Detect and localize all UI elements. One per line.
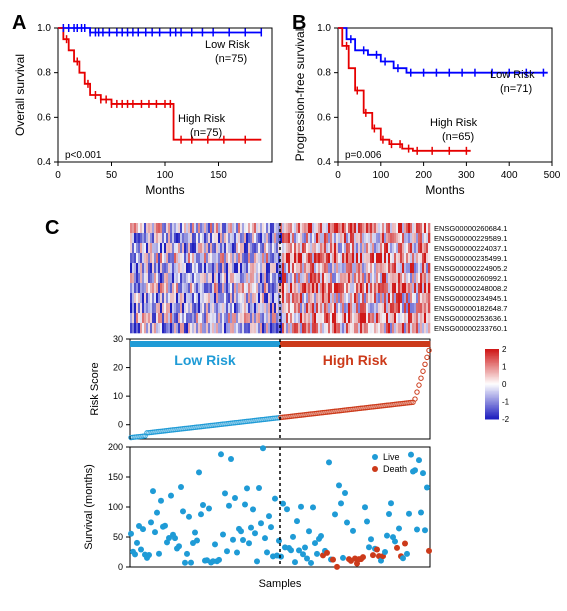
svg-text:(n=65): (n=65): [442, 131, 474, 143]
svg-text:0: 0: [502, 380, 507, 389]
svg-text:300: 300: [458, 170, 475, 181]
svg-text:100: 100: [108, 502, 123, 512]
panel-a: A 0 50 100 150 0.4 0.6 0.8 1.0 Months Overall sur…: [10, 10, 280, 200]
panel-b-label: B: [292, 12, 306, 35]
svg-text:Risk Score: Risk Score: [89, 362, 101, 415]
svg-text:0.4: 0.4: [317, 157, 331, 168]
panel-c-svg: ENSG00000260684.1ENSG00000229589.1ENSG00…: [60, 215, 560, 595]
panel-c: C ENSG00000260684.1ENSG00000229589.1ENSG…: [60, 215, 557, 595]
svg-text:ENSG00000233760.1: ENSG00000233760.1: [434, 324, 507, 333]
svg-text:0.6: 0.6: [37, 112, 51, 123]
svg-text:Survival (months): Survival (months): [83, 464, 95, 550]
svg-text:Overall survival: Overall survival: [13, 54, 27, 136]
panel-a-label: A: [12, 12, 26, 35]
svg-text:High Risk: High Risk: [323, 352, 388, 368]
svg-text:Months: Months: [145, 183, 184, 197]
panel-c-label: C: [45, 217, 59, 240]
svg-text:100: 100: [372, 170, 389, 181]
svg-text:0: 0: [55, 170, 61, 181]
svg-text:-1: -1: [502, 398, 510, 407]
svg-text:Death: Death: [383, 464, 407, 474]
svg-text:Progression-free survival: Progression-free survival: [293, 29, 307, 162]
svg-text:ENSG00000182648.7: ENSG00000182648.7: [434, 304, 507, 313]
svg-text:1: 1: [502, 363, 507, 372]
svg-text:50: 50: [113, 532, 123, 542]
svg-text:ENSG00000234945.1: ENSG00000234945.1: [434, 294, 507, 303]
svg-text:Low Risk: Low Risk: [205, 39, 250, 51]
svg-text:0.8: 0.8: [37, 68, 51, 79]
svg-text:ENSG00000253636.1: ENSG00000253636.1: [434, 314, 507, 323]
svg-text:1.0: 1.0: [317, 23, 331, 34]
svg-text:ENSG00000260684.1: ENSG00000260684.1: [434, 224, 507, 233]
svg-text:0.6: 0.6: [317, 112, 331, 123]
svg-text:p=0.006: p=0.006: [345, 150, 382, 161]
svg-text:0: 0: [118, 562, 123, 572]
svg-text:Low Risk: Low Risk: [174, 352, 236, 368]
km-plot-a: 0 50 100 150 0.4 0.6 0.8 1.0 Months Overall survi…: [10, 10, 280, 200]
svg-text:(n=71): (n=71): [500, 83, 532, 95]
svg-text:ENSG00000224037.1: ENSG00000224037.1: [434, 244, 507, 253]
svg-text:30: 30: [113, 334, 123, 344]
svg-text:500: 500: [544, 170, 560, 181]
svg-text:p<0.001: p<0.001: [65, 150, 102, 161]
svg-text:100: 100: [157, 170, 174, 181]
svg-text:ENSG00000224905.2: ENSG00000224905.2: [434, 264, 507, 273]
svg-text:(n=75): (n=75): [190, 127, 222, 139]
svg-text:0.4: 0.4: [37, 157, 51, 168]
svg-text:200: 200: [415, 170, 432, 181]
svg-text:ENSG00000229589.1: ENSG00000229589.1: [434, 234, 507, 243]
svg-text:ENSG00000235499.1: ENSG00000235499.1: [434, 254, 507, 263]
svg-text:0: 0: [118, 420, 123, 430]
svg-text:200: 200: [108, 442, 123, 452]
svg-text:20: 20: [113, 363, 123, 373]
svg-text:High Risk: High Risk: [430, 117, 478, 129]
svg-text:0.8: 0.8: [317, 68, 331, 79]
svg-text:-2: -2: [502, 415, 510, 424]
panel-b: B 0 100 200 300 400 500 0.4 0.6 0.8 1.0 Months Prog…: [290, 10, 560, 200]
svg-text:2: 2: [502, 345, 507, 354]
svg-text:150: 150: [108, 472, 123, 482]
svg-text:1.0: 1.0: [37, 23, 51, 34]
svg-text:ENSG00000248008.2: ENSG00000248008.2: [434, 284, 507, 293]
svg-text:50: 50: [106, 170, 118, 181]
svg-text:150: 150: [210, 170, 227, 181]
svg-text:ENSG00000260992.1: ENSG00000260992.1: [434, 274, 507, 283]
svg-text:Samples: Samples: [259, 578, 302, 590]
svg-text:Low Risk: Low Risk: [490, 69, 535, 81]
svg-text:0: 0: [335, 170, 341, 181]
svg-text:10: 10: [113, 391, 123, 401]
km-plot-b: 0 100 200 300 400 500 0.4 0.6 0.8 1.0 Months Progre…: [290, 10, 560, 200]
svg-text:High Risk: High Risk: [178, 113, 226, 125]
svg-text:Months: Months: [425, 183, 464, 197]
svg-text:400: 400: [501, 170, 518, 181]
svg-text:Live: Live: [383, 452, 400, 462]
svg-text:(n=75): (n=75): [215, 53, 247, 65]
